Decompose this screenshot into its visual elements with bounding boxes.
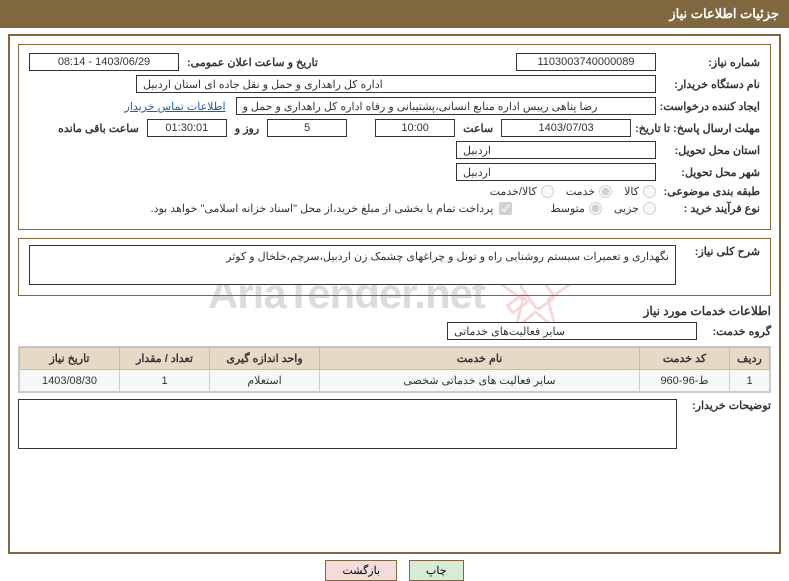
page-header: جزئیات اطلاعات نیاز [0,0,789,28]
requester-label: ایجاد کننده درخواست: [660,100,760,113]
deadline-time: 10:00 [375,119,455,137]
deadline-label: مهلت ارسال پاسخ: تا تاریخ: [635,122,760,135]
desc-section: شرح کلی نیاز: نگهداری و تعمیرات سیستم رو… [18,238,771,296]
radio-service-label: خدمت [566,185,595,198]
days-count: 5 [267,119,347,137]
radio-partial[interactable]: جزیی [614,202,656,215]
subject-class-radios: کالا خدمت کالا/خدمت [490,185,656,198]
main-frame: AriaTender.net شماره نیاز: 1103003740000… [8,34,781,554]
radio-goods-service[interactable]: کالا/خدمت [490,185,554,198]
th-row: ردیف [730,348,770,370]
remaining-label: ساعت باقی مانده [54,122,143,135]
th-name: نام خدمت [320,348,640,370]
payment-note-row: پرداخت تمام یا بخشی از مبلغ خرید،از محل … [151,202,513,215]
announce-value: 1403/06/29 - 08:14 [29,53,179,71]
city-label: شهر محل تحویل: [660,166,760,179]
need-no-value: 1103003740000089 [516,53,656,71]
radio-service[interactable]: خدمت [566,185,612,198]
buyer-notes-label: توضیحات خریدار: [681,399,771,412]
page-title: جزئیات اطلاعات نیاز [669,6,779,21]
radio-medium-input[interactable] [589,202,602,215]
print-button[interactable]: چاپ [409,560,464,581]
td-unit: استعلام [210,370,320,392]
radio-goods-input[interactable] [643,185,656,198]
td-code: ط-96-960 [640,370,730,392]
payment-checkbox[interactable] [499,202,512,215]
th-date: تاریخ نیاز [20,348,120,370]
province-value: اردبیل [456,141,656,159]
radio-service-input[interactable] [599,185,612,198]
buyer-org-value: اداره کل راهداری و حمل و نقل جاده ای است… [136,75,656,93]
radio-goods-service-label: کالا/خدمت [490,185,537,198]
th-code: کد خدمت [640,348,730,370]
deadline-date: 1403/07/03 [501,119,631,137]
td-qty: 1 [120,370,210,392]
buyer-notes-value [18,399,677,449]
td-date: 1403/08/30 [20,370,120,392]
desc-label: شرح کلی نیاز: [680,245,760,258]
radio-medium-label: متوسط [550,202,585,215]
radio-goods-label: کالا [624,185,639,198]
back-button[interactable]: بازگشت [325,560,397,581]
action-buttons: چاپ بازگشت [0,560,789,581]
radio-medium[interactable]: متوسط [550,202,602,215]
radio-partial-input[interactable] [643,202,656,215]
table-header-row: ردیف کد خدمت نام خدمت واحد اندازه گیری ت… [20,348,770,370]
process-type-label: نوع فرآیند خرید : [660,202,760,215]
province-label: استان محل تحویل: [660,144,760,157]
buyer-org-label: نام دستگاه خریدار: [660,78,760,91]
process-type-radios: جزیی متوسط [550,202,656,215]
announce-label: تاریخ و ساعت اعلان عمومی: [183,56,322,69]
table-row: 1 ط-96-960 سایر فعالیت های خدماتی شخصی ا… [20,370,770,392]
th-qty: تعداد / مقدار [120,348,210,370]
service-group-label: گروه خدمت: [701,325,771,338]
services-section: اطلاعات خدمات مورد نیاز گروه خدمت: سایر … [18,304,771,340]
radio-goods[interactable]: کالا [624,185,656,198]
radio-partial-label: جزیی [614,202,639,215]
th-unit: واحد اندازه گیری [210,348,320,370]
payment-note: پرداخت تمام یا بخشی از مبلغ خرید،از محل … [151,202,494,215]
deadline-time-label: ساعت [459,122,497,135]
td-name: سایر فعالیت های خدماتی شخصی [320,370,640,392]
days-label: روز و [231,122,263,135]
requester-value: رضا پناهی رییس اداره منابع انسانی،پشتیبا… [236,97,656,115]
td-row: 1 [730,370,770,392]
service-group-value: سایر فعالیت‌های خدماتی [447,322,697,340]
remaining-time: 01:30:01 [147,119,227,137]
city-value: اردبیل [456,163,656,181]
services-table: ردیف کد خدمت نام خدمت واحد اندازه گیری ت… [18,346,771,393]
need-no-label: شماره نیاز: [660,56,760,69]
desc-value: نگهداری و تعمیرات سیستم روشنایی راه و تو… [29,245,676,285]
subject-class-label: طبقه بندی موضوعی: [660,185,760,198]
services-title: اطلاعات خدمات مورد نیاز [18,304,771,318]
need-info-box: شماره نیاز: 1103003740000089 تاریخ و ساع… [18,44,771,230]
contact-buyer-link[interactable]: اطلاعات تماس خریدار [125,100,232,113]
radio-goods-service-input[interactable] [541,185,554,198]
